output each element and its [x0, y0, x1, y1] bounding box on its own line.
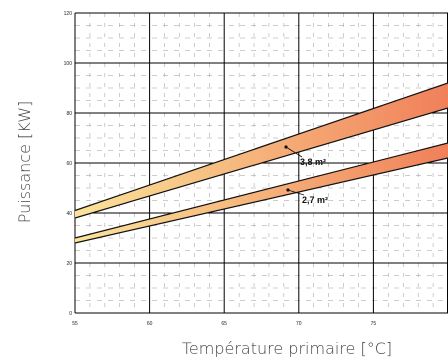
- band-lower-edge: [74, 157, 448, 244]
- y-tick-label: 40: [66, 211, 72, 217]
- band-label-marker: [284, 145, 288, 149]
- y-tick-label: 0: [69, 311, 72, 317]
- x-axis-title: Température primaire [°C]: [182, 339, 392, 358]
- band-area: [75, 143, 448, 243]
- band-label-marker: [286, 188, 290, 192]
- y-tick-label: 80: [66, 111, 72, 117]
- band-label-2-7: 2,7 m²: [302, 195, 328, 205]
- band-upper-edge: [74, 82, 448, 212]
- band-label-leader: [287, 189, 305, 196]
- x-tick-label: 70: [296, 321, 302, 327]
- x-tick-label: 75: [371, 321, 377, 327]
- band-lower-edge: [74, 107, 448, 219]
- y-axis-title: Puissance [KW]: [15, 101, 34, 224]
- band-labels: 3,8 m² 2,7 m²: [284, 145, 328, 205]
- y-tick-label: 100: [64, 61, 73, 67]
- x-tick-labels: 55 60 65 70 75: [72, 321, 376, 327]
- y-tick-labels: 0 20 40 60 80 100 120: [64, 11, 73, 317]
- band-label-3-8: 3,8 m²: [300, 157, 326, 167]
- bands: [74, 82, 448, 244]
- y-tick-label: 60: [66, 161, 72, 167]
- x-tick-label: 60: [147, 321, 153, 327]
- y-tick-label: 120: [64, 11, 73, 17]
- band-area: [75, 83, 448, 218]
- x-tick-label: 65: [221, 321, 227, 327]
- x-tick-label: 55: [72, 321, 78, 327]
- y-tick-label: 20: [66, 261, 72, 267]
- band-label-leader: [285, 146, 303, 158]
- band-upper-edge: [74, 142, 448, 239]
